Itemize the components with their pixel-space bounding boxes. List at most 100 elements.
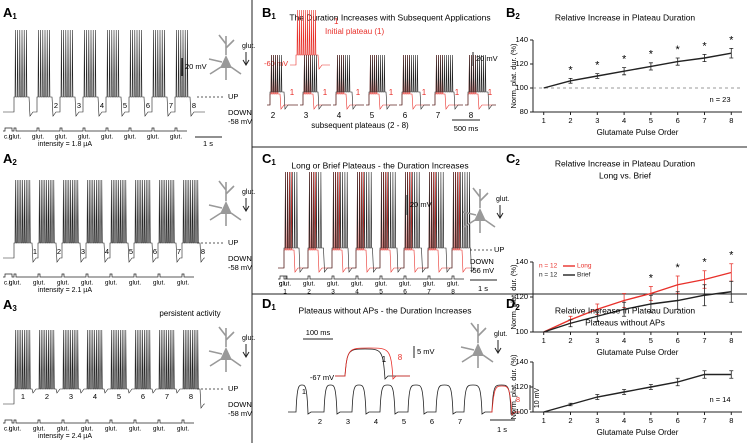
panel-sub: 3 [12,304,17,313]
label: glut. [242,335,255,342]
panel-label: A3 [3,297,17,313]
label: 20 mV [410,200,432,209]
voltage-trace [366,54,397,110]
stim-label: glut. [147,134,159,141]
panel-sub: 2 [515,158,520,167]
voltage-trace [333,54,364,110]
neuron-dendrites [460,322,494,368]
label: 20 mV [476,54,498,63]
stim-label: c.i. [4,134,13,141]
x-tick-label: 2 [568,336,572,345]
label: DOWN [228,400,252,409]
neuron-icon [474,208,486,221]
stim-label: glut. [57,426,69,433]
pulse-number: 6 [430,417,434,426]
panel-sub: 2 [515,303,520,312]
stim-protocol [3,419,194,424]
x-tick-label: 4 [622,416,626,425]
pulse-number: 4 [337,111,342,120]
significance-star: * [676,44,681,56]
panel-sub: 1 [271,303,276,312]
pulse-number: 3 [304,111,309,120]
y-axis-label: Norm. plat. dur. (%) [509,354,518,420]
pulse-number: 8 [189,392,193,401]
stim-label: glut. [33,426,45,433]
label: -56 mV [470,266,494,275]
voltage-trace [432,54,463,110]
pulse-number: 3 [81,247,85,256]
voltage-trace [300,54,331,110]
neuron-icon [472,343,484,356]
pulse-number: 5 [123,101,127,110]
pulse-number: 2 [307,289,311,296]
panel-label: B2 [506,5,520,21]
panel-letter: D [262,296,271,311]
y-tick-label: 100 [515,407,528,416]
pulse-number: 6 [153,247,157,256]
x-tick-label: 2 [568,116,572,125]
panel-label: A1 [3,5,17,21]
stim-label: c.i. [279,281,288,288]
voltage-trace [432,54,463,110]
n-label: n = 23 [709,95,730,104]
label: Plateaus without APs - the Duration Incr… [299,305,472,315]
pulse-number: 2 [45,392,49,401]
label: DOWN [470,257,494,266]
panel-label: D1 [262,296,276,312]
panel-letter: D [506,296,515,311]
x-tick-label: 6 [676,116,680,125]
stim-label: glut. [57,280,69,287]
label: persistent activity [159,309,220,318]
significance-star: * [729,34,734,46]
significance-star: * [729,250,734,262]
pulse-number: 1 [356,88,361,97]
label: UP [228,238,238,247]
panel-sub: 1 [271,158,276,167]
stim-label: glut. [101,134,113,141]
legend-n: n = 12 [539,272,558,279]
label: -67 mV [310,373,334,382]
label: glut. [242,43,255,50]
pulse-number: 3 [69,392,73,401]
y-axis-label: Norm. plat. dur. (%) [509,43,518,109]
pulse-number: 1 [33,247,37,256]
series-line [543,52,732,89]
stim-label: glut. [153,426,165,433]
panel-letter: B [262,5,271,20]
label: 1 s [478,284,488,293]
pulse-number: 7 [177,247,181,256]
label: intensity = 1.8 µA [38,141,92,148]
label: subsequent plateaus (2 - 8) [311,121,409,130]
label: 5 mV [417,347,435,356]
x-tick-label: 1 [542,116,546,125]
significance-star: * [702,257,707,269]
pulse-number: 1 [455,88,460,97]
stim-label: glut. [177,426,189,433]
stim-arrow [242,52,250,66]
pulse-number: 5 [117,392,121,401]
pulse-number: 3 [331,289,335,296]
pulse-number: 5 [379,289,383,296]
panel-label: C1 [262,151,276,167]
pulse-number: 6 [403,289,407,296]
stim-label: glut. [124,134,136,141]
label: Long or Brief Plateaus - the Duration In… [291,160,468,170]
label: DOWN [228,108,252,117]
chart-title: Relative Increase in Plateau Duration [555,12,696,22]
panel-label: C2 [506,151,520,167]
label: UP [494,245,504,254]
voltage-trace [3,329,205,409]
stim-protocol [3,273,194,278]
x-tick-label: 1 [542,336,546,345]
pulse-number: 1 [290,88,295,97]
pulse-number: 1 [302,387,306,396]
pulse-number: 7 [169,101,173,110]
stim-label: glut. [81,426,93,433]
panel-sub: 1 [12,12,17,21]
pulse-number: 4 [100,101,104,110]
chart-subtitle: Long vs. Brief [599,170,652,180]
pulse-number: 2 [57,247,61,256]
stim-arrow [242,198,250,212]
pulse-number: 5 [402,417,406,426]
